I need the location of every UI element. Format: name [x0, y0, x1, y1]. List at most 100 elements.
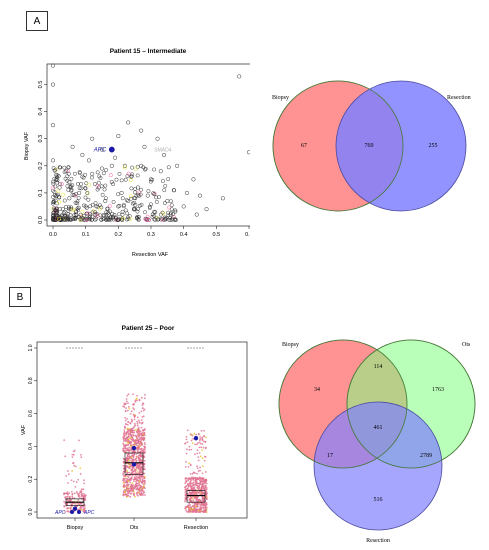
box-strip-point	[83, 482, 86, 485]
box-strip-point	[202, 502, 205, 505]
box-strip-point	[123, 444, 125, 447]
box-strip-point	[188, 491, 191, 493]
box-strip-point	[195, 498, 198, 501]
box-strip-point	[122, 432, 125, 435]
scatter-point	[168, 212, 173, 217]
scatter-cloud-point	[129, 196, 133, 201]
scatter-cloud-point	[130, 165, 135, 170]
box-strip-point	[184, 491, 187, 494]
box-strip-point	[141, 487, 144, 489]
scatter-cloud-point	[51, 179, 56, 184]
box-strip-point	[189, 509, 191, 512]
box-strip-point	[139, 460, 142, 463]
scatter-cloud-point	[69, 176, 74, 181]
box-strip-point	[192, 509, 195, 512]
box-strip-point	[131, 472, 133, 475]
venn-a-biopsy-outline	[272, 80, 404, 212]
scatter-cloud-point	[56, 216, 61, 221]
box-strip-point	[190, 488, 193, 491]
box-strip-point	[198, 479, 201, 482]
box-strip-point	[71, 496, 74, 499]
box-strip-point	[142, 438, 145, 441]
box-strip-point	[196, 449, 199, 452]
box-strip-point	[131, 450, 134, 453]
box-strip-point	[140, 440, 142, 443]
scatter-cloud-point	[54, 193, 59, 198]
scatter-cloud-point	[76, 205, 81, 210]
scatter-cloud-point	[114, 177, 119, 182]
box-strip-point	[126, 459, 129, 462]
box-strip-point	[122, 473, 125, 476]
box-strip-point	[200, 486, 203, 489]
scatter-cloud-point	[143, 210, 147, 215]
box-strip-point	[137, 440, 140, 443]
box-strip-point	[205, 497, 208, 500]
scatter-cloud-point	[95, 187, 100, 192]
scatter-point	[106, 212, 111, 217]
box-strip-point	[196, 484, 199, 487]
box-strip-point	[143, 468, 146, 471]
box-strip-point	[137, 491, 140, 494]
box-strip-point	[139, 458, 141, 461]
box-strip-point	[126, 427, 129, 430]
box-strip-point	[127, 433, 130, 436]
box-strip-point	[142, 480, 145, 483]
scatter-point	[67, 180, 72, 185]
box-strip-point	[73, 449, 76, 452]
box-strip-point	[133, 443, 136, 446]
box-strip-point	[134, 428, 137, 431]
box-strip-point	[139, 450, 142, 453]
scatter-cloud-point	[66, 216, 71, 221]
box-strip-point	[76, 492, 79, 495]
box-strip-point	[134, 458, 137, 461]
box-strip-point	[143, 437, 146, 439]
box-strip-point	[138, 432, 141, 435]
box-strip-point	[134, 424, 137, 427]
box-strip-point	[74, 485, 77, 488]
box-strip-point	[130, 484, 133, 486]
box-strip-point	[142, 485, 145, 488]
box-strip-point	[68, 492, 71, 495]
box-strip-point	[185, 509, 188, 512]
box-strip-point	[200, 488, 202, 491]
scatter-cloud-point	[66, 208, 71, 213]
box-strip-point	[79, 467, 82, 470]
scatter-chart: Patient 15 – Intermediate 0.0 0.1 0.2 0.3 0.…	[24, 48, 250, 258]
scatter-cloud-point	[52, 193, 57, 198]
box-strip-point	[63, 504, 66, 507]
scatter-cloud-point	[121, 204, 126, 209]
scatter-point	[126, 120, 131, 125]
box-strip-point	[77, 478, 80, 481]
scatter-cloud-point	[80, 209, 85, 214]
venn-b-count-biopsy-only: 34	[314, 387, 320, 393]
box-strip-point	[204, 485, 207, 488]
box-strip-point	[131, 427, 134, 430]
box-strip-point	[139, 421, 141, 424]
scatter-cloud-point	[58, 216, 63, 221]
box-strip-point	[71, 502, 74, 505]
box-strip-point	[126, 470, 129, 472]
box-strip-point	[141, 431, 144, 434]
scatter-xtick-label: 0.5	[213, 232, 221, 238]
scatter-cloud-point	[90, 175, 94, 180]
box-strip-point	[138, 428, 140, 431]
scatter-cloud-point	[138, 192, 143, 197]
box-strip-point	[124, 402, 127, 405]
box-strip-point	[199, 469, 201, 472]
scatter-cloud-point	[62, 165, 67, 170]
scatter-cloud-point	[95, 170, 100, 175]
box-strip-point	[197, 492, 200, 494]
box-strip-point	[139, 485, 142, 488]
scatter-cloud-point	[126, 171, 131, 176]
scatter-cloud-point	[119, 178, 124, 183]
scatter-point	[237, 74, 242, 79]
scatter-cloud-point	[105, 206, 110, 211]
scatter-ytick-label: 0.5	[38, 81, 44, 89]
scatter-cloud-point	[88, 212, 93, 217]
scatter-point	[103, 198, 108, 204]
scatter-cloud-point	[149, 202, 153, 207]
box-strip-point	[138, 412, 141, 414]
box-strip-point	[142, 415, 145, 418]
scatter-cloud-point	[56, 189, 61, 194]
venn-a-label-resection: Resection	[447, 95, 471, 101]
